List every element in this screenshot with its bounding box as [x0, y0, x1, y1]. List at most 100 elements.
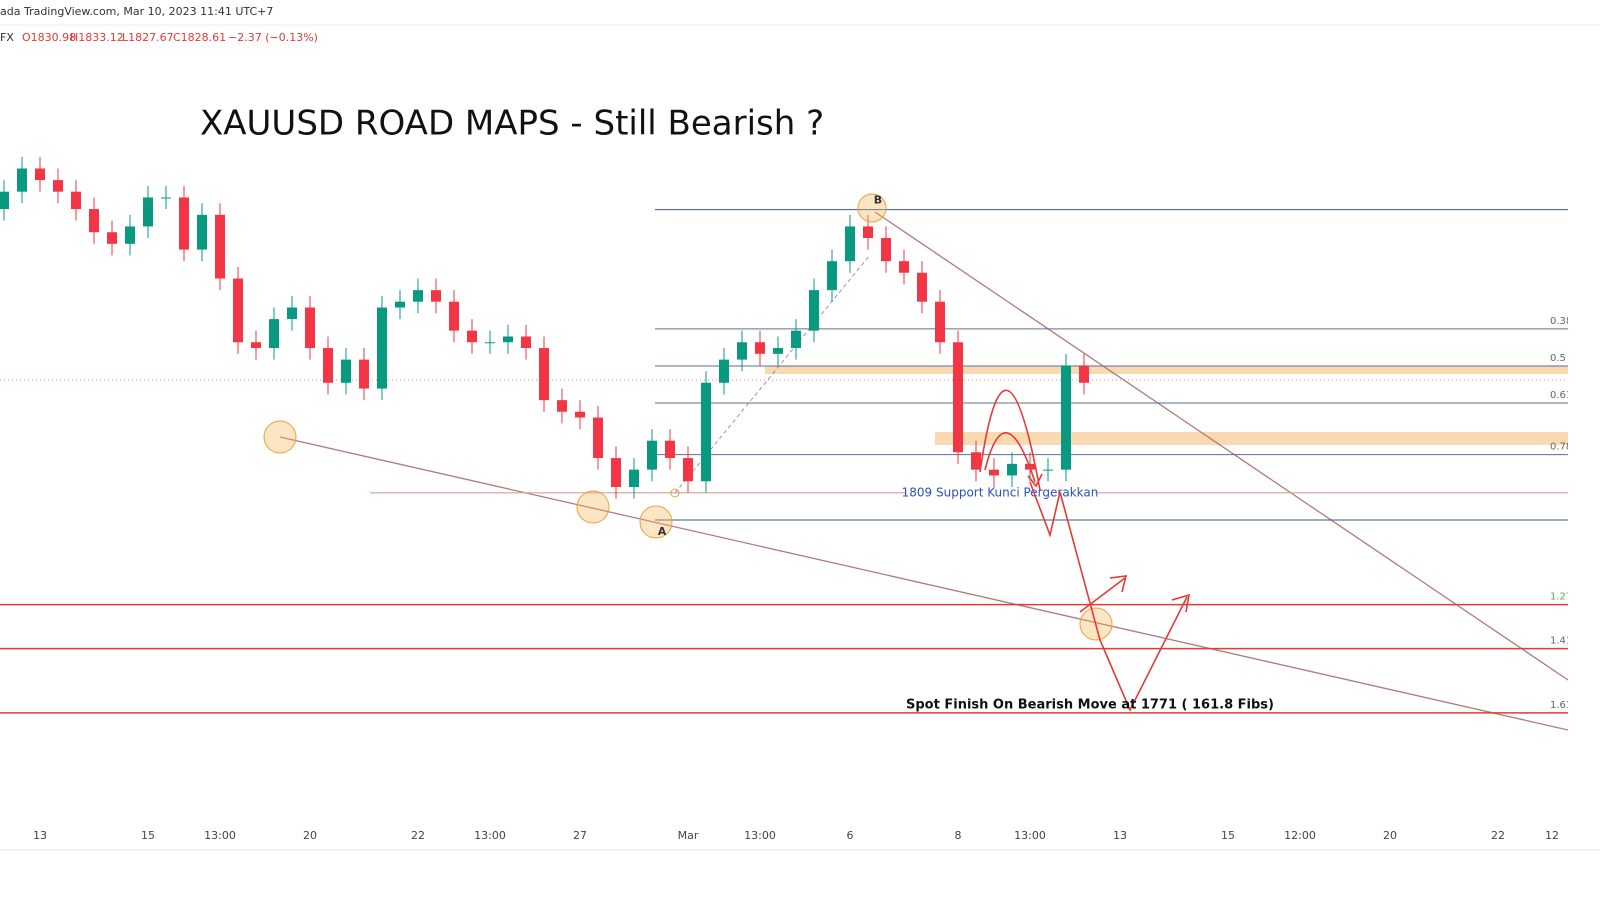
candle-body — [467, 330, 477, 343]
x-tick-label: 15 — [1221, 829, 1235, 842]
candle-body — [881, 238, 891, 262]
candle-body — [1061, 365, 1071, 470]
candle-body — [629, 469, 639, 488]
candle-body — [521, 336, 531, 349]
projection-path — [1029, 481, 1191, 712]
candle-body — [413, 290, 423, 302]
candle-body — [125, 226, 135, 244]
candle-body — [269, 319, 279, 349]
fib-label: 1.414 — [1550, 636, 1579, 647]
x-tick-label: Mar — [678, 829, 699, 842]
candle-body — [989, 469, 999, 476]
candle-body — [197, 214, 207, 250]
candle-body — [593, 417, 603, 459]
candle-body — [161, 197, 171, 199]
candle-body — [701, 382, 711, 482]
x-tick-label: 13 — [33, 829, 47, 842]
annotation: Spot Finish On Bearish Move at 1771 ( 16… — [906, 698, 1274, 713]
candle-body — [719, 359, 729, 383]
candle-body — [647, 440, 657, 470]
candle-body — [53, 180, 63, 192]
swing-label: B — [874, 194, 882, 207]
candle-body — [665, 440, 675, 459]
x-tick-label: 13:00 — [1014, 829, 1046, 842]
x-tick-label: 8 — [955, 829, 962, 842]
symbol: FX — [0, 31, 14, 44]
candle-body — [917, 272, 927, 302]
x-tick-label: 12:00 — [1284, 829, 1316, 842]
drawings: BA — [263, 193, 1191, 712]
trend-line — [874, 211, 1568, 681]
swing-label: A — [658, 525, 667, 538]
candle-body — [791, 330, 801, 349]
fib-label: 1.272 — [1550, 592, 1579, 603]
candle-body — [485, 342, 495, 344]
pivot-circle — [263, 420, 297, 454]
support-label: 1809 Support Kunci Pergerakkan — [902, 485, 1099, 499]
candle-body — [323, 348, 333, 383]
candle-body — [503, 336, 513, 343]
candle-body — [449, 301, 459, 331]
x-tick-label: 13:00 — [204, 829, 236, 842]
x-tick-label: 27 — [573, 829, 587, 842]
candle-body — [575, 411, 585, 418]
candle-body — [1007, 463, 1017, 476]
x-tick-label: 22 — [1491, 829, 1505, 842]
projection-arc — [979, 389, 1041, 491]
x-tick-label: 13:00 — [474, 829, 506, 842]
fib-label: 0.786 — [1550, 442, 1579, 453]
x-tick-label: 13:00 — [744, 829, 776, 842]
candle-body — [287, 307, 297, 320]
plot-area: 0.382 0.5 0.618 0.786 1.272 1.414 1.618 1809 Su… — [0, 156, 1579, 731]
candle-body — [683, 458, 693, 482]
candle-body — [89, 209, 99, 233]
candle-body — [557, 400, 567, 412]
pivot-circle — [576, 490, 610, 524]
fib-label: 1.618 — [1550, 700, 1579, 711]
fib-label: 0.5 — [1550, 353, 1566, 364]
candle-body — [755, 342, 765, 354]
candle-body — [1043, 469, 1053, 471]
x-tick-label: 13 — [1113, 829, 1127, 842]
ohlc-value: L1827.67 — [122, 31, 174, 44]
projection-arc — [984, 432, 1043, 488]
header-source: ada TradingView.com, Mar 10, 2023 11:41 … — [0, 5, 273, 18]
x-tick-label: 12 — [1545, 829, 1559, 842]
fib-label: 0.618 — [1550, 390, 1579, 401]
chart-title: XAUUSD ROAD MAPS - Still Bearish ? — [200, 104, 824, 144]
ohlc-header: FX O1830.98 H1833.12 L1827.67 C1828.61 −… — [0, 31, 318, 44]
candle-body — [71, 191, 81, 210]
candle-body — [0, 191, 9, 210]
candle-body — [845, 226, 855, 262]
candle-body — [863, 226, 873, 239]
candle-body — [233, 278, 243, 343]
trend-line — [279, 436, 1568, 731]
candle-body — [827, 261, 837, 291]
candle-body — [17, 168, 27, 192]
candle-body — [107, 232, 117, 244]
candle-body — [251, 342, 261, 349]
candle-body — [809, 290, 819, 331]
projection-path — [1079, 575, 1128, 613]
candle-body — [215, 214, 225, 279]
candle-body — [431, 290, 441, 302]
x-tick-label: 20 — [1383, 829, 1397, 842]
candle-body — [341, 359, 351, 383]
candle-body — [359, 359, 369, 389]
x-tick-label: 6 — [847, 829, 854, 842]
candle-body — [35, 168, 45, 181]
fib-label: 0.382 — [1550, 316, 1579, 327]
candle-body — [953, 342, 963, 453]
x-tick-label: 20 — [303, 829, 317, 842]
x-tick-label: 15 — [141, 829, 155, 842]
ohlc-value: −2.37 (−0.13%) — [228, 31, 318, 44]
candle-body — [305, 307, 315, 349]
candle-body — [899, 261, 909, 273]
candle-body — [971, 452, 981, 470]
ohlc-value: H1833.12 — [70, 31, 124, 44]
candle-body — [1079, 365, 1089, 383]
pivot-circle — [639, 505, 673, 539]
candle-body — [773, 348, 783, 354]
